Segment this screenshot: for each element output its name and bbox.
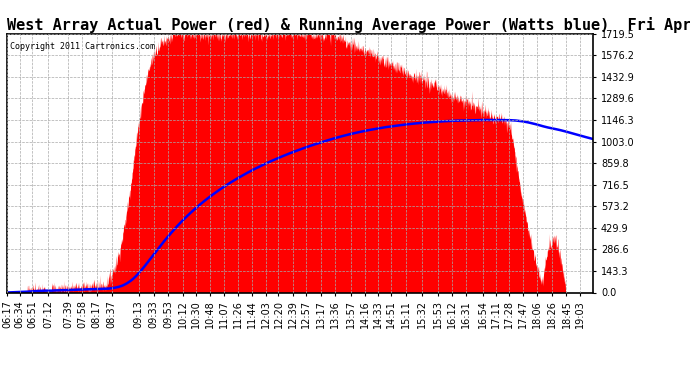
Text: West Array Actual Power (red) & Running Average Power (Watts blue)  Fri Apr 29 1: West Array Actual Power (red) & Running … — [7, 16, 690, 33]
Text: Copyright 2011 Cartronics.com: Copyright 2011 Cartronics.com — [10, 42, 155, 51]
